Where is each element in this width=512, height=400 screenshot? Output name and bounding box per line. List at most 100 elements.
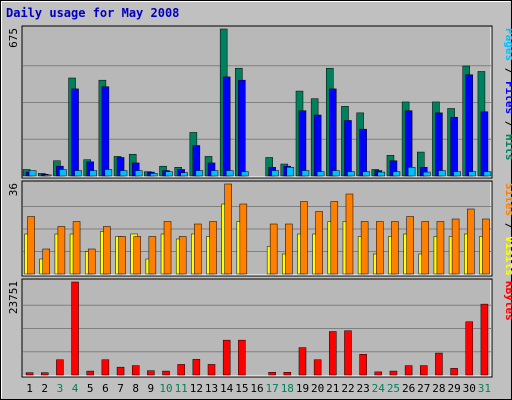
bar-sites-day-8	[133, 236, 141, 275]
bar-sites-day-18	[285, 223, 293, 275]
bar-sites-day-4	[72, 221, 81, 275]
bar-pages-day-19	[301, 170, 310, 177]
bar-sites-day-29	[451, 218, 460, 275]
bar-kbytes-day-28	[435, 352, 443, 376]
bar-kbytes-day-3	[56, 359, 64, 376]
x-tick-label: 13	[205, 382, 218, 395]
bar-files-day-15	[238, 79, 246, 177]
x-tick-label: 25	[387, 382, 400, 395]
bar-files-day-14	[222, 76, 231, 177]
bar-sites-day-15	[239, 203, 248, 275]
bar-pages-day-3	[59, 169, 67, 177]
x-tick-label: 29	[447, 382, 460, 395]
bar-kbytes-day-15	[238, 339, 246, 376]
bar-pages-day-12	[195, 170, 204, 177]
bar-sites-day-9	[148, 236, 157, 275]
bar-kbytes-day-6	[101, 359, 110, 376]
panel-hits-files-pages: 675 Pages / Files / Hits	[7, 25, 512, 179]
bar-sites-day-26	[406, 216, 414, 275]
bar-kbytes-day-24	[374, 371, 383, 376]
bar-files-day-31	[480, 111, 489, 177]
bar-sites-day-12	[194, 223, 202, 275]
bar-kbytes-day-26	[404, 365, 413, 376]
x-tick-label: 1	[26, 382, 33, 395]
bar-sites-day-6	[103, 226, 111, 275]
ymax-label: 23751	[7, 281, 20, 314]
series-legend-part: Files	[503, 81, 512, 114]
series-legend-part: /	[503, 114, 512, 134]
x-tick-label: 15	[235, 382, 248, 395]
x-tick-label: 31	[478, 382, 491, 395]
bar-kbytes-day-23	[359, 353, 367, 376]
panel-kbytes: 23751 KBytes	[7, 278, 512, 378]
x-tick-label: 2	[41, 382, 48, 395]
x-tick-label: 12	[190, 382, 203, 395]
series-legend-part: /	[503, 216, 512, 236]
x-tick-label: 28	[432, 382, 445, 395]
bar-sites-day-20	[315, 211, 323, 275]
bar-pages-day-4	[74, 170, 82, 177]
bar-kbytes-day-4	[71, 281, 79, 376]
bar-pages-day-30	[468, 171, 477, 177]
bar-kbytes-day-22	[344, 330, 352, 376]
bar-kbytes-day-19	[298, 347, 307, 376]
series-legend: Pages / Files / Hits	[503, 28, 512, 161]
bar-sites-day-17	[269, 223, 278, 275]
bar-sites-day-31	[482, 218, 490, 275]
bar-files-day-22	[344, 120, 352, 177]
bar-kbytes-day-11	[177, 364, 185, 376]
ymax-label: 675	[7, 28, 20, 48]
bar-kbytes-day-10	[162, 370, 170, 376]
bar-kbytes-day-20	[313, 359, 322, 376]
bar-pages-day-27	[423, 171, 431, 177]
x-tick-label: 27	[417, 382, 430, 395]
x-tick-label: 14	[220, 382, 234, 395]
series-legend-part: KBytes	[503, 281, 512, 321]
x-tick-label: 17	[266, 382, 279, 395]
x-tick-label: 6	[102, 382, 109, 395]
bar-files-day-21	[329, 88, 337, 177]
bar-pages-day-26	[407, 167, 416, 177]
series-legend-part: /	[503, 61, 512, 81]
bar-kbytes-day-29	[450, 368, 458, 376]
series-legend-part: Sites	[503, 183, 512, 216]
bar-sites-day-22	[345, 193, 354, 275]
bar-sites-day-23	[360, 221, 369, 275]
x-tick-label: 4	[72, 382, 79, 395]
bar-sites-day-14	[224, 183, 232, 275]
bar-pages-day-10	[165, 171, 173, 177]
series-legend: KBytes	[503, 281, 512, 321]
bar-pages-day-23	[362, 171, 370, 177]
bar-sites-day-30	[467, 208, 475, 275]
x-tick-label: 26	[402, 382, 415, 395]
x-tick-label: 9	[148, 382, 155, 395]
series-legend-part: Visits	[503, 236, 512, 276]
x-tick-label: 21	[326, 382, 339, 395]
bar-sites-day-13	[209, 221, 217, 275]
x-tick-label: 10	[159, 382, 172, 395]
series-legend-part: Hits	[503, 134, 512, 161]
bar-sites-day-5	[87, 248, 96, 275]
x-tick-label: 5	[87, 382, 94, 395]
x-tick-label: 24	[372, 382, 386, 395]
bar-sites-day-25	[391, 221, 399, 275]
bar-pages-day-14	[225, 170, 234, 177]
bar-kbytes-day-5	[86, 370, 94, 376]
bar-kbytes-day-13	[207, 364, 216, 376]
bar-kbytes-day-7	[116, 366, 125, 376]
bar-pages-day-13	[210, 170, 219, 177]
bar-files-day-28	[435, 112, 443, 177]
bar-pages-day-8	[134, 170, 143, 177]
bar-kbytes-day-30	[465, 321, 474, 376]
bar-kbytes-day-27	[420, 365, 428, 376]
bar-kbytes-day-14	[222, 339, 231, 376]
x-tick-label: 19	[296, 382, 309, 395]
bar-pages-day-21	[332, 170, 340, 177]
bar-kbytes-day-12	[192, 359, 201, 376]
bar-pages-day-29	[453, 171, 461, 177]
bar-files-day-26	[404, 110, 413, 177]
chart-title: Daily usage for May 2008	[6, 6, 179, 20]
bar-sites-day-19	[300, 201, 308, 275]
bar-files-day-20	[313, 114, 322, 177]
